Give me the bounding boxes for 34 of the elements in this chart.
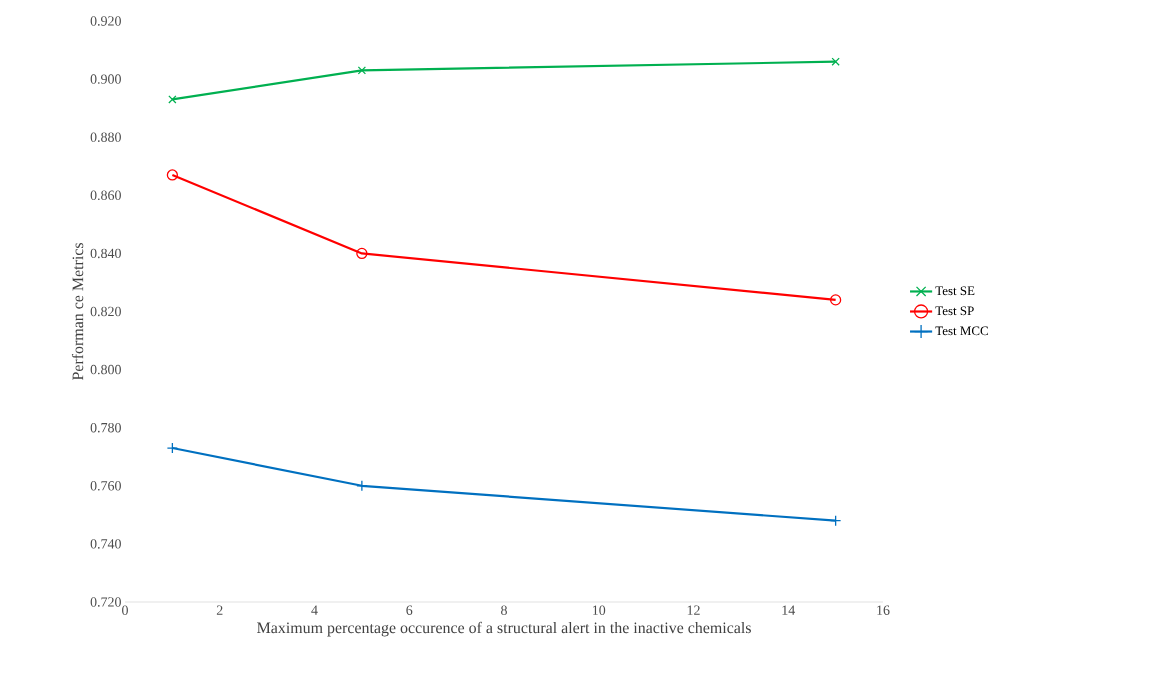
x-tick-label: 12 (687, 605, 700, 615)
y-tick-label: 0.740 (90, 539, 121, 549)
x-tick-label: 4 (311, 605, 318, 615)
y-tick-label: 0.800 (90, 364, 121, 375)
point (166, 442, 179, 454)
point (166, 169, 179, 181)
x-tick-label: 14 (782, 605, 796, 615)
x-tick-label: 0 (122, 605, 128, 615)
legend-label: Test SP (935, 306, 974, 316)
legend-label: Test MCC (935, 326, 988, 336)
y-tick-label: 0.920 (90, 16, 121, 26)
y-tick-label: 0.820 (90, 306, 121, 317)
x-tick-label: 16 (877, 605, 890, 615)
y-tick-label: 0.840 (90, 248, 121, 259)
point (356, 480, 368, 492)
point (168, 95, 177, 104)
y-tick-label: 0.880 (90, 132, 121, 142)
y-tick-label: 0.900 (90, 74, 121, 84)
point (830, 515, 842, 527)
legend-label: Test SE (935, 286, 975, 296)
y-tick-label: 0.720 (90, 597, 121, 607)
point (831, 57, 840, 66)
x-tick-label: 2 (216, 605, 223, 615)
y-tick-label: 0.780 (90, 422, 121, 433)
point (356, 247, 368, 260)
x-tick-label: 6 (406, 605, 413, 615)
y-tick-label: 0.860 (90, 190, 121, 201)
y-axis-title: Performan ce Metrics (71, 243, 84, 381)
y-tick-label: 0.760 (90, 481, 121, 491)
x-tick-label: 10 (593, 605, 606, 615)
point (357, 66, 367, 75)
x-axis-title: Maximum percentage occurence of a structural alert in the inactive chemicals (257, 621, 751, 637)
x-tick-label: 8 (501, 605, 507, 615)
point (830, 294, 842, 306)
